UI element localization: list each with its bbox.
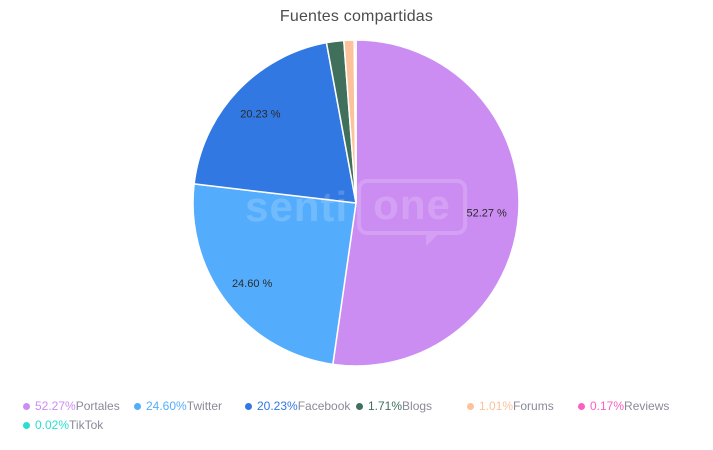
legend-dot xyxy=(578,402,585,410)
pie-slice-portales[interactable] xyxy=(332,39,520,367)
legend-label: TikTok xyxy=(69,418,104,432)
pie-slice-twitter[interactable] xyxy=(192,183,357,366)
legend-percent: 1.01% xyxy=(479,399,514,413)
legend: 52.27% Portales 24.60% Twitter 20.23% Faceboo… xyxy=(23,399,701,432)
legend-label: Reviews xyxy=(624,399,670,413)
legend-dot xyxy=(23,402,30,410)
legend-dot xyxy=(356,402,363,410)
legend-label: Portales xyxy=(75,399,120,413)
slice-label-portales: 52.27 % xyxy=(466,207,507,219)
legend-dot xyxy=(467,402,474,410)
slice-label-twitter: 24.60 % xyxy=(232,278,273,290)
pie-slice-facebook[interactable] xyxy=(193,41,357,204)
legend-label: Facebook xyxy=(297,399,351,413)
chart-title: Fuentes compartidas xyxy=(279,8,434,25)
legend-percent: 0.02% xyxy=(35,418,70,432)
legend-label: Twitter xyxy=(186,399,223,413)
legend-item-twitter[interactable]: 24.60% Twitter xyxy=(134,399,245,413)
legend-item-facebook[interactable]: 20.23% Facebook xyxy=(245,399,356,413)
legend-label: Blogs xyxy=(402,399,433,413)
legend-item-forums[interactable]: 1.01% Forums xyxy=(467,399,578,413)
legend-percent: 24.60% xyxy=(146,399,187,413)
legend-dot xyxy=(134,402,141,410)
legend-dot xyxy=(23,421,30,429)
legend-dot xyxy=(245,402,252,410)
legend-item-portales[interactable]: 52.27% Portales xyxy=(23,399,134,413)
legend-item-tiktok[interactable]: 0.02% TikTok xyxy=(23,418,134,432)
legend-percent: 52.27% xyxy=(35,399,76,413)
legend-percent: 20.23% xyxy=(257,399,298,413)
legend-label: Forums xyxy=(513,399,554,413)
legend-item-reviews[interactable]: 0.17% Reviews xyxy=(578,399,689,413)
legend-percent: 1.71% xyxy=(368,399,403,413)
legend-item-blogs[interactable]: 1.71% Blogs xyxy=(356,399,467,413)
legend-percent: 0.17% xyxy=(590,399,625,413)
slice-label-facebook: 20.23 % xyxy=(240,108,281,120)
